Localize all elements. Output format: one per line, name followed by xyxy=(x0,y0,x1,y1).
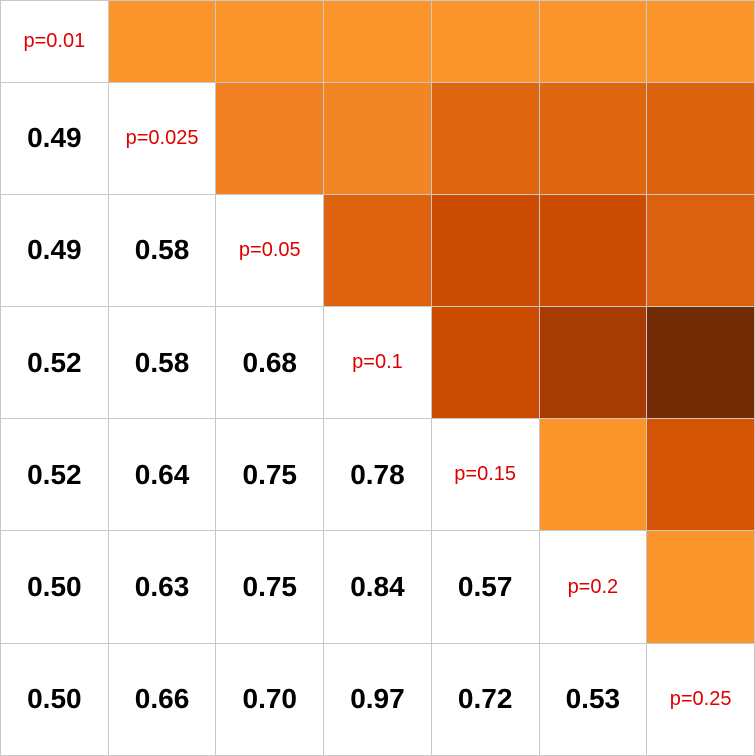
value-cell: 0.49 xyxy=(0,81,109,195)
value-cell: 0.72 xyxy=(430,642,540,756)
color-cell xyxy=(215,0,325,83)
value-cell: 0.97 xyxy=(323,642,432,756)
value-cell: 0.63 xyxy=(107,530,217,644)
value-cell: 0.84 xyxy=(323,530,432,644)
matrix-row: 0.49 0.58 p=0.05 xyxy=(0,193,755,308)
diagonal-label-cell: p=0.05 xyxy=(215,193,325,308)
color-cell xyxy=(646,193,755,308)
value-cell: 0.57 xyxy=(430,530,540,644)
value-cell: 0.52 xyxy=(0,418,109,532)
diagonal-label-cell: p=0.25 xyxy=(646,642,755,756)
color-cell xyxy=(430,306,540,420)
color-cell xyxy=(538,0,648,83)
value-cell: 0.75 xyxy=(215,530,325,644)
value-cell: 0.75 xyxy=(215,418,325,532)
color-cell xyxy=(646,0,755,83)
matrix-row: 0.50 0.66 0.70 0.97 0.72 0.53 p=0.25 xyxy=(0,642,755,756)
value-cell: 0.53 xyxy=(538,642,648,756)
color-cell xyxy=(430,81,540,195)
color-cell xyxy=(430,193,540,308)
value-cell: 0.50 xyxy=(0,530,109,644)
value-cell: 0.68 xyxy=(215,306,325,420)
color-cell xyxy=(646,418,755,532)
value-cell: 0.49 xyxy=(0,193,109,308)
matrix-row: 0.50 0.63 0.75 0.84 0.57 p=0.2 xyxy=(0,530,755,644)
diagonal-label-cell: p=0.025 xyxy=(107,81,217,195)
matrix-row: 0.52 0.58 0.68 p=0.1 xyxy=(0,306,755,420)
diagonal-label-cell: p=0.1 xyxy=(323,306,432,420)
value-cell: 0.58 xyxy=(107,193,217,308)
value-cell: 0.78 xyxy=(323,418,432,532)
matrix-row: 0.52 0.64 0.75 0.78 p=0.15 xyxy=(0,418,755,532)
value-cell: 0.58 xyxy=(107,306,217,420)
color-cell xyxy=(107,0,217,83)
color-cell xyxy=(646,81,755,195)
matrix-row: 0.49 p=0.025 xyxy=(0,81,755,195)
color-cell xyxy=(538,306,648,420)
diagonal-label-cell: p=0.2 xyxy=(538,530,648,644)
diagonal-label-cell: p=0.15 xyxy=(430,418,540,532)
color-cell xyxy=(646,530,755,644)
value-cell: 0.64 xyxy=(107,418,217,532)
color-cell xyxy=(646,306,755,420)
color-cell xyxy=(323,0,432,83)
matrix-row: p=0.01 xyxy=(0,0,755,83)
color-cell xyxy=(323,81,432,195)
color-cell xyxy=(538,193,648,308)
value-cell: 0.70 xyxy=(215,642,325,756)
value-cell: 0.66 xyxy=(107,642,217,756)
value-cell: 0.50 xyxy=(0,642,109,756)
color-cell xyxy=(538,418,648,532)
color-cell xyxy=(538,81,648,195)
color-cell xyxy=(215,81,325,195)
value-cell: 0.52 xyxy=(0,306,109,420)
color-cell xyxy=(430,0,540,83)
diagonal-label-cell: p=0.01 xyxy=(0,0,109,83)
color-cell xyxy=(323,193,432,308)
